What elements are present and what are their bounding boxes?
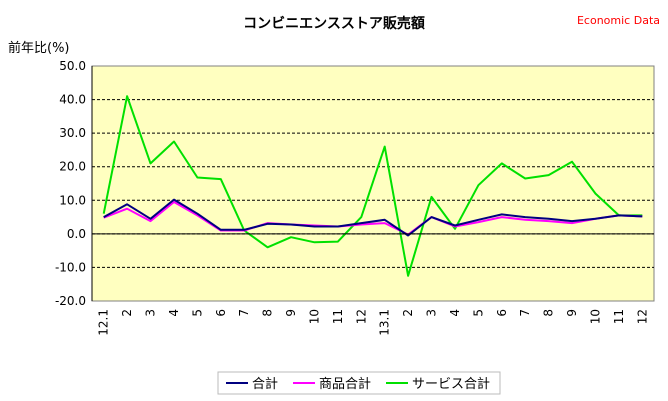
x-tick-label: 12.1 xyxy=(97,309,111,336)
x-tick-label: 2 xyxy=(120,309,134,317)
y-tick-label: -20.0 xyxy=(55,294,86,308)
x-tick-label: 5 xyxy=(471,309,485,317)
y-axis-ticks: 50.0 40.0 30.0 20.0 10.0 0.0 -10.0 -20.0 xyxy=(55,59,86,308)
x-tick-label: 3 xyxy=(144,309,158,317)
legend: 合計 商品合計 サービス合計 xyxy=(226,376,490,392)
series-line-0 xyxy=(103,198,643,237)
legend-box xyxy=(217,371,501,395)
y-axis-title: 前年比(%) xyxy=(8,40,70,56)
axes xyxy=(91,66,654,301)
x-tick-label: 8 xyxy=(261,309,275,317)
x-tick-label: 6 xyxy=(495,309,509,317)
legend-label: サービス合計 xyxy=(412,376,490,392)
x-tick-label: 6 xyxy=(214,309,228,317)
series-lines xyxy=(102,95,643,277)
x-tick-label: 11 xyxy=(612,309,626,324)
legend-label: 商品合計 xyxy=(319,376,371,392)
x-tick-label: 12 xyxy=(635,309,649,324)
x-axis-ticks: 12.1 2 3 4 5 6 7 8 9 10 11 12 13.1 2 3 4 5 6 7 8 9 10 11 12 xyxy=(97,309,650,336)
x-tick-label: 9 xyxy=(565,309,579,317)
y-tick-label: 50.0 xyxy=(59,59,86,73)
y-tick-label: 30.0 xyxy=(59,126,86,140)
chart-title: コンビニエンスストア販売額 xyxy=(243,15,425,32)
series-line-2 xyxy=(102,95,643,277)
x-tick-label: 4 xyxy=(167,309,181,317)
source-label: Economic Data xyxy=(577,14,660,27)
x-tick-label: 4 xyxy=(448,309,462,317)
x-tick-label: 10 xyxy=(588,309,602,324)
x-tick-label: 13.1 xyxy=(378,309,392,336)
y-tick-label: 0.0 xyxy=(67,227,86,241)
x-tick-label: 8 xyxy=(542,309,556,317)
legend-label: 合計 xyxy=(252,376,278,392)
series-line-1 xyxy=(103,201,643,236)
x-tick-label: 12 xyxy=(354,309,368,324)
x-tick-label: 3 xyxy=(425,309,439,317)
y-tick-label: -10.0 xyxy=(55,260,86,274)
x-tick-label: 7 xyxy=(518,309,532,317)
x-tick-label: 9 xyxy=(284,309,298,317)
x-tick-label: 5 xyxy=(190,309,204,317)
y-tick-label: 40.0 xyxy=(59,93,86,107)
y-tick-label: 10.0 xyxy=(59,193,86,207)
x-tick-label: 2 xyxy=(401,309,415,317)
y-tick-label: 20.0 xyxy=(59,160,86,174)
x-tick-label: 10 xyxy=(307,309,321,324)
x-tick-label: 11 xyxy=(331,309,345,324)
x-tick-label: 7 xyxy=(237,309,251,317)
